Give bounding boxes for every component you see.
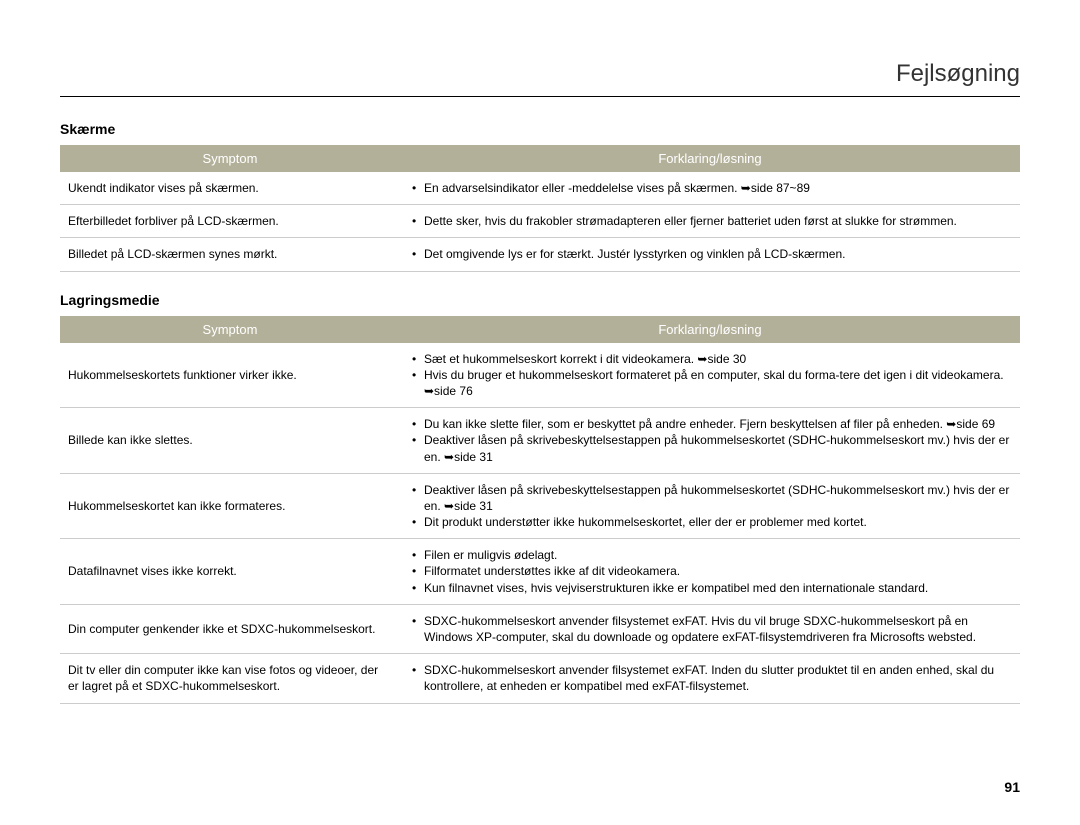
table-row: Billedet på LCD-skærmen synes mørkt. Det…	[60, 238, 1020, 271]
table-row: Hukommelseskortet kan ikke formateres. D…	[60, 473, 1020, 539]
table-row: Ukendt indikator vises på skærmen. En ad…	[60, 172, 1020, 205]
section-heading-lagringsmedie: Lagringsmedie	[60, 292, 1020, 308]
solution-cell: Filen er muligvis ødelagt. Filformatet u…	[400, 539, 1020, 605]
symptom-cell: Hukommelseskortet kan ikke formateres.	[60, 473, 400, 539]
section-heading-skaerme: Skærme	[60, 121, 1020, 137]
solution-cell: Du kan ikke slette filer, som er beskytt…	[400, 408, 1020, 474]
symptom-cell: Billedet på LCD-skærmen synes mørkt.	[60, 238, 400, 271]
table-row: Datafilnavnet vises ikke korrekt. Filen …	[60, 539, 1020, 605]
solution-item: SDXC-hukommelseskort anvender filsysteme…	[410, 662, 1010, 694]
table-skaerme: Symptom Forklaring/løsning Ukendt indika…	[60, 145, 1020, 272]
solution-item: Sæt et hukommelseskort korrekt i dit vid…	[410, 351, 1010, 367]
solution-item: Hvis du bruger et hukommelseskort format…	[410, 367, 1010, 399]
solution-item: Dit produkt understøtter ikke hukommelse…	[410, 514, 1010, 530]
solution-cell: SDXC-hukommelseskort anvender filsysteme…	[400, 654, 1020, 703]
solution-item: Du kan ikke slette filer, som er beskytt…	[410, 416, 1010, 432]
page-number: 91	[1004, 779, 1020, 795]
symptom-cell: Efterbilledet forbliver på LCD-skærmen.	[60, 205, 400, 238]
page-header: Fejlsøgning	[60, 60, 1020, 97]
solution-item: Deaktiver låsen på skrivebeskyttelsestap…	[410, 482, 1010, 514]
solution-item: En advarselsindikator eller -meddelelse …	[410, 180, 1010, 196]
symptom-cell: Ukendt indikator vises på skærmen.	[60, 172, 400, 205]
solution-item: Filen er muligvis ødelagt.	[410, 547, 1010, 563]
col-symptom: Symptom	[60, 316, 400, 343]
solution-cell: Dette sker, hvis du frakobler strømadapt…	[400, 205, 1020, 238]
solution-item: SDXC-hukommelseskort anvender filsysteme…	[410, 613, 1010, 645]
col-symptom: Symptom	[60, 145, 400, 172]
table-row: Billede kan ikke slettes. Du kan ikke sl…	[60, 408, 1020, 474]
table-lagringsmedie: Symptom Forklaring/løsning Hukommelsesko…	[60, 316, 1020, 704]
solution-item: Kun filnavnet vises, hvis vejviserstrukt…	[410, 580, 1010, 596]
solution-item: Dette sker, hvis du frakobler strømadapt…	[410, 213, 1010, 229]
table-row: Din computer genkender ikke et SDXC-huko…	[60, 604, 1020, 653]
symptom-cell: Hukommelseskortets funktioner virker ikk…	[60, 343, 400, 408]
solution-cell: Deaktiver låsen på skrivebeskyttelsestap…	[400, 473, 1020, 539]
solution-item: Filformatet understøttes ikke af dit vid…	[410, 563, 1010, 579]
solution-cell: Sæt et hukommelseskort korrekt i dit vid…	[400, 343, 1020, 408]
symptom-cell: Billede kan ikke slettes.	[60, 408, 400, 474]
col-forklaring: Forklaring/løsning	[400, 316, 1020, 343]
table-row: Dit tv eller din computer ikke kan vise …	[60, 654, 1020, 703]
symptom-cell: Din computer genkender ikke et SDXC-huko…	[60, 604, 400, 653]
page-title: Fejlsøgning	[60, 60, 1020, 88]
symptom-cell: Datafilnavnet vises ikke korrekt.	[60, 539, 400, 605]
solution-item: Deaktiver låsen på skrivebeskyttelsestap…	[410, 432, 1010, 464]
solution-item: Det omgivende lys er for stærkt. Justér …	[410, 246, 1010, 262]
table-row: Hukommelseskortets funktioner virker ikk…	[60, 343, 1020, 408]
solution-cell: SDXC-hukommelseskort anvender filsysteme…	[400, 604, 1020, 653]
symptom-cell: Dit tv eller din computer ikke kan vise …	[60, 654, 400, 703]
table-row: Efterbilledet forbliver på LCD-skærmen. …	[60, 205, 1020, 238]
solution-cell: Det omgivende lys er for stærkt. Justér …	[400, 238, 1020, 271]
solution-cell: En advarselsindikator eller -meddelelse …	[400, 172, 1020, 205]
col-forklaring: Forklaring/løsning	[400, 145, 1020, 172]
